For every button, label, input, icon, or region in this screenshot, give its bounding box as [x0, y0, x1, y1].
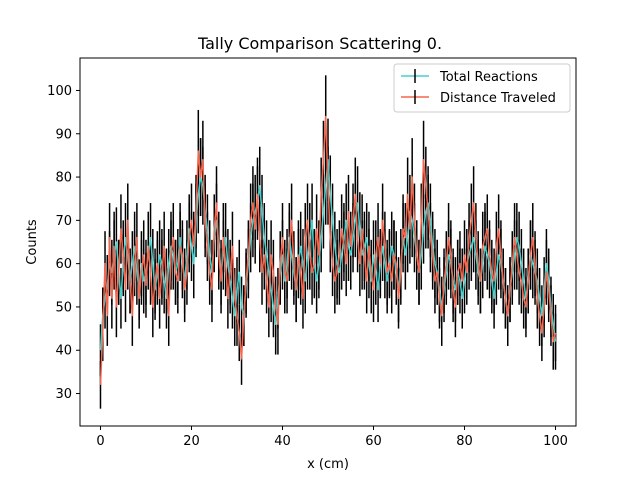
x-tick-label-40: 40 — [274, 434, 291, 449]
y-tick-label-30: 30 — [55, 387, 72, 402]
y-tick-label-80: 80 — [55, 171, 72, 186]
y-tick-label-70: 70 — [55, 214, 72, 229]
x-tick-label-60: 60 — [365, 434, 382, 449]
legend-label-total-reactions: Total Reactions — [439, 70, 538, 85]
y-ticks: 30 40 50 60 70 80 90 100 — [47, 84, 80, 402]
y-tick-label-60: 60 — [55, 257, 72, 272]
x-tick-label-80: 80 — [456, 434, 473, 449]
legend: Total Reactions Distance Traveled — [393, 63, 571, 113]
x-axis-label: x (cm) — [307, 457, 349, 472]
y-axis-label: Counts — [25, 219, 40, 265]
x-tick-label-100: 100 — [543, 434, 568, 449]
legend-label-distance-traveled: Distance Traveled — [440, 91, 556, 106]
x-tick-label-20: 20 — [183, 434, 200, 449]
series-layer — [99, 115, 557, 385]
series-line-distance-traveled — [99, 115, 557, 385]
y-tick-label-100: 100 — [47, 84, 72, 99]
y-tick-label-50: 50 — [55, 300, 72, 315]
chart-title: Tally Comparison Scattering 0. — [197, 34, 442, 53]
plot-frame — [79, 57, 577, 427]
legend-box — [393, 63, 571, 113]
x-tick-label-0: 0 — [96, 434, 104, 449]
y-tick-label-90: 90 — [55, 127, 72, 142]
x-ticks: 0 20 40 60 80 100 — [96, 426, 568, 449]
y-tick-label-40: 40 — [55, 344, 72, 359]
